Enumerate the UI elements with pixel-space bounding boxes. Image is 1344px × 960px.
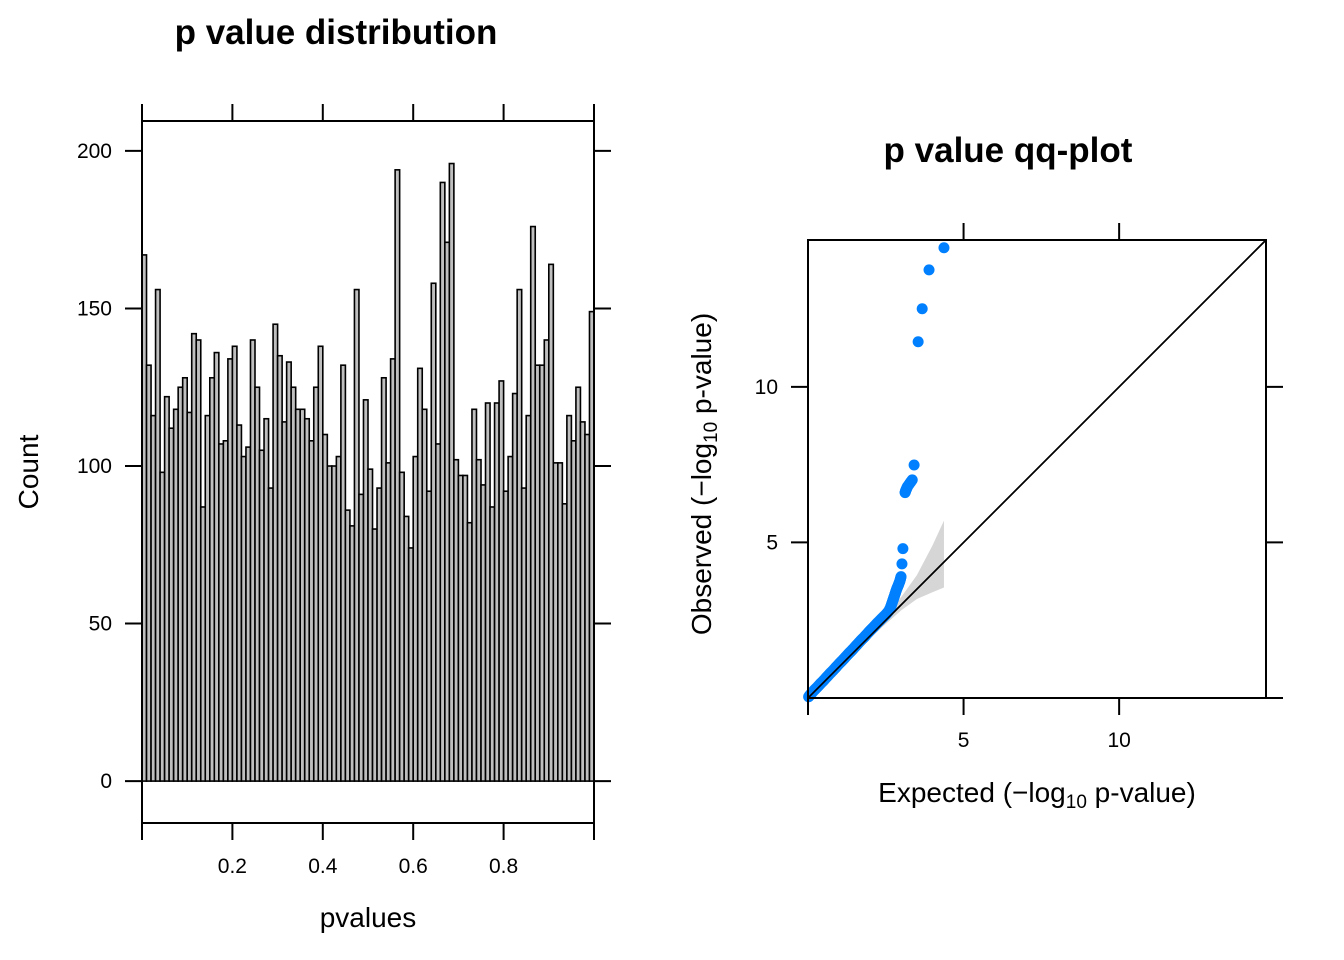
y-tick-label: 50 bbox=[89, 613, 112, 636]
qq-point bbox=[908, 459, 920, 471]
qq-point bbox=[895, 571, 907, 583]
y-tick-label: 5 bbox=[766, 531, 778, 554]
y-tick-label: 0 bbox=[100, 770, 112, 793]
qqplot-x-label-post: p-value) bbox=[1087, 777, 1196, 808]
qq-point bbox=[896, 558, 908, 570]
x-tick-label: 10 bbox=[1107, 729, 1130, 752]
qqplot-y-label-post: p-value) bbox=[686, 313, 717, 422]
histogram-frame bbox=[141, 120, 595, 824]
qq-point bbox=[912, 336, 924, 348]
histogram-x-axis: 0.2 0.4 0.6 0.8 bbox=[141, 104, 595, 878]
qqplot-y-axis: 5 10 bbox=[755, 376, 1283, 699]
histogram-bars bbox=[141, 162, 595, 782]
histogram-title: p value distribution bbox=[175, 13, 498, 52]
qqplot-x-label-sub: 10 bbox=[1066, 792, 1087, 813]
qq-point bbox=[938, 242, 950, 254]
x-tick-label: 0.6 bbox=[399, 855, 428, 878]
y-tick-label: 150 bbox=[77, 297, 112, 320]
qq-point bbox=[916, 303, 928, 315]
histogram-x-label: pvalues bbox=[320, 902, 417, 933]
qqplot-points bbox=[803, 242, 950, 703]
y-tick-label: 100 bbox=[77, 455, 112, 478]
qqplot-panel: p value qq-plot 5 10 510 Expected (−log10… bbox=[686, 131, 1283, 813]
qq-point bbox=[906, 474, 918, 486]
qqplot-x-label-pre: Expected (−log bbox=[878, 777, 1066, 808]
qqplot-y-label-pre: Observed (−log bbox=[686, 443, 717, 635]
y-tick-label: 10 bbox=[755, 376, 778, 399]
histogram-y-axis: 0 50 100 150 200 bbox=[77, 140, 611, 793]
x-tick-label: 0.4 bbox=[308, 855, 338, 878]
qqplot-x-axis: 5 10 bbox=[807, 223, 1131, 752]
qqplot-y-label: Observed (−log10 p-value) bbox=[686, 313, 722, 635]
histogram-panel: p value distribution 0.2 0.4 0.6 0.8 0 50 100… bbox=[13, 13, 611, 933]
reference-line-overlay bbox=[807, 239, 1267, 699]
x-tick-label: 0.8 bbox=[489, 855, 518, 878]
y-tick-label: 200 bbox=[77, 140, 112, 163]
x-tick-label: 0.2 bbox=[218, 855, 247, 878]
qq-point bbox=[923, 264, 935, 276]
qqplot-x-label: Expected (−log10 p-value) bbox=[878, 777, 1196, 813]
histogram-y-label: Count bbox=[13, 434, 44, 509]
qqplot-y-label-sub: 10 bbox=[701, 422, 722, 443]
qqplot-frame bbox=[807, 239, 1267, 699]
qq-point bbox=[897, 543, 909, 555]
qqplot-title: p value qq-plot bbox=[884, 131, 1133, 170]
x-tick-label: 5 bbox=[958, 729, 970, 752]
